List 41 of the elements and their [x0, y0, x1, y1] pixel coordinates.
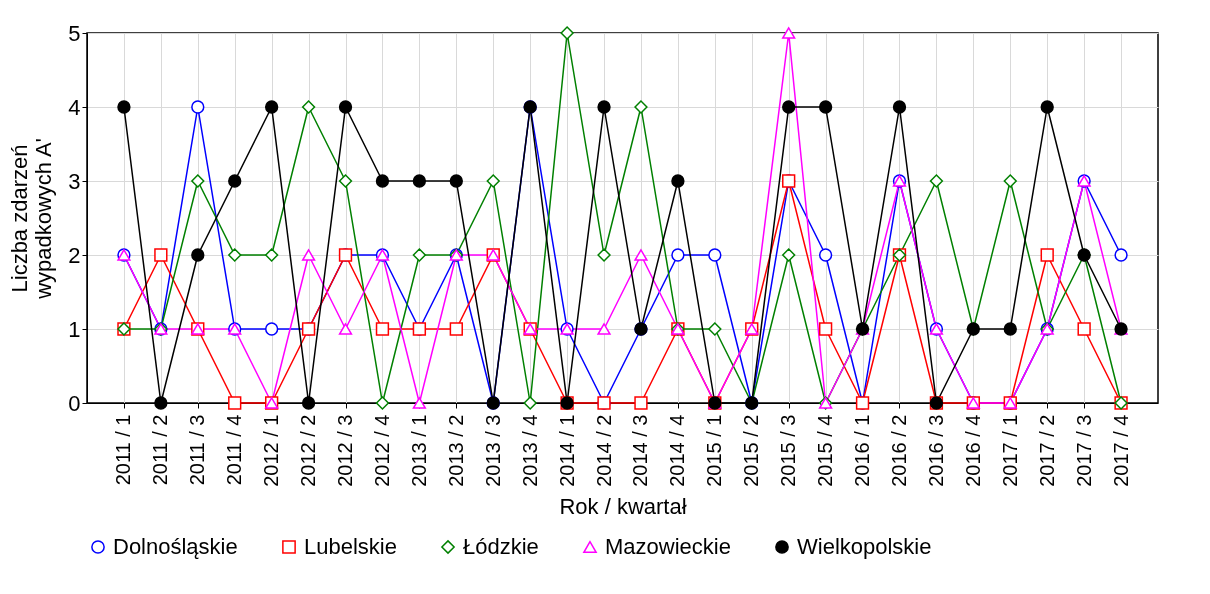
x-tick-label: 2015 / 3 [777, 414, 800, 487]
x-axis-title: Rok / kwartał [559, 493, 687, 519]
y-tick-label: 4 [68, 94, 81, 120]
x-tick-label: 2014 / 3 [629, 414, 652, 487]
x-tick-label: 2014 / 1 [555, 414, 578, 487]
x-tick-label: 2011 / 3 [186, 414, 209, 486]
x-tick-label: 2012 / 4 [370, 414, 393, 487]
x-tick-label: 2016 / 2 [887, 414, 910, 487]
x-tick-label: 2015 / 1 [703, 414, 726, 487]
x-tick-label: 2013 / 3 [481, 414, 504, 487]
x-tick-label: 2013 / 1 [407, 414, 430, 487]
x-tick-label: 2012 / 3 [334, 414, 357, 487]
y-axis-title: Liczba zdarzeń wypadkowych A' [7, 138, 57, 300]
x-tick-label: 2016 / 3 [924, 414, 947, 487]
x-tick-label: 2015 / 4 [814, 414, 837, 487]
legend-label: Mazowieckie [605, 534, 731, 559]
legend-label: Łódzkie [463, 534, 539, 559]
x-tick-label: 2013 / 4 [518, 414, 541, 487]
x-tick-label: 2013 / 2 [444, 414, 467, 487]
x-tick-label: 2011 / 4 [223, 414, 246, 486]
x-tick-label: 2016 / 1 [851, 414, 874, 487]
legend-label: Dolnośląskie [113, 534, 238, 559]
x-tick-label: 2015 / 2 [740, 414, 763, 487]
x-tick-label: 2017 / 4 [1109, 414, 1132, 487]
y-tick-label: 2 [68, 242, 81, 268]
legend-label: Wielkopolskie [797, 534, 932, 559]
x-tick-label: 2014 / 4 [666, 414, 689, 487]
y-tick-label: 5 [68, 20, 81, 46]
y-tick-label: 1 [68, 316, 81, 342]
y-tick-label: 3 [68, 168, 81, 194]
x-tick-label: 2017 / 1 [998, 414, 1021, 487]
x-tick-label: 2011 / 2 [149, 414, 172, 486]
x-tick-label: 2012 / 1 [260, 414, 283, 487]
x-tick-label: 2017 / 3 [1072, 414, 1095, 487]
y-tick-label: 0 [68, 390, 81, 416]
legend-label: Lubelskie [304, 534, 397, 559]
x-tick-label: 2012 / 2 [297, 414, 320, 487]
x-tick-label: 2014 / 2 [592, 414, 615, 487]
x-tick-label: 2016 / 4 [961, 414, 984, 487]
x-tick-label: 2017 / 2 [1035, 414, 1058, 487]
x-tick-label: 2011 / 1 [112, 414, 135, 486]
